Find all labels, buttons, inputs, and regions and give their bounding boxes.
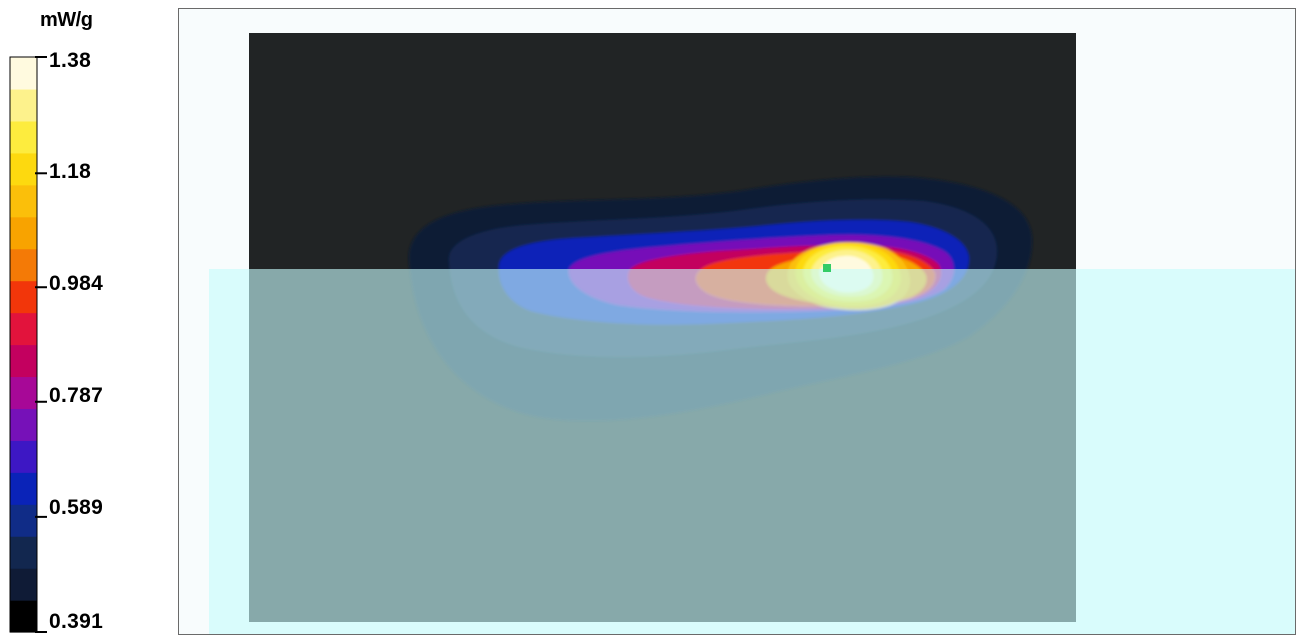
colorbar-segment	[10, 312, 37, 346]
colorbar	[9, 56, 47, 633]
peak-marker	[823, 264, 831, 272]
sar-distribution-plot	[209, 33, 1295, 634]
colorbar-segment	[10, 248, 37, 282]
colorbar-segment	[10, 536, 37, 569]
color-legend: mW/g 1.38 1.18 0.984 0.787 0.589 0.391	[0, 0, 175, 637]
colorbar-segment	[10, 472, 37, 505]
colorbar-segment	[10, 600, 37, 633]
colorbar-segment	[10, 120, 37, 154]
phantom-overlay	[209, 269, 1295, 634]
colorbar-border	[9, 56, 38, 633]
colorbar-segment	[10, 152, 37, 186]
colorbar-segment	[10, 57, 37, 90]
colorbar-segment	[10, 216, 37, 250]
tick-label-0-391: 0.391	[49, 610, 104, 633]
colorbar-segment	[10, 88, 37, 122]
colorbar-segment	[10, 344, 37, 378]
colorbar-segment	[10, 440, 37, 473]
tick-label-1-38: 1.38	[49, 49, 92, 72]
tick-label-0-589: 0.589	[49, 496, 104, 519]
colorbar-segment	[10, 184, 37, 218]
tick-label-0-787: 0.787	[49, 384, 104, 407]
colorbar-segment	[10, 408, 37, 441]
tick-label-0-984: 0.984	[49, 272, 104, 295]
colorbar-segment	[10, 504, 37, 537]
tick-label-1-18: 1.18	[49, 160, 92, 183]
legend-unit-label: mW/g	[40, 9, 93, 31]
colorbar-segment	[10, 376, 37, 409]
colorbar-segment	[10, 280, 37, 314]
plot-area	[178, 8, 1296, 635]
colorbar-segment	[10, 568, 37, 601]
